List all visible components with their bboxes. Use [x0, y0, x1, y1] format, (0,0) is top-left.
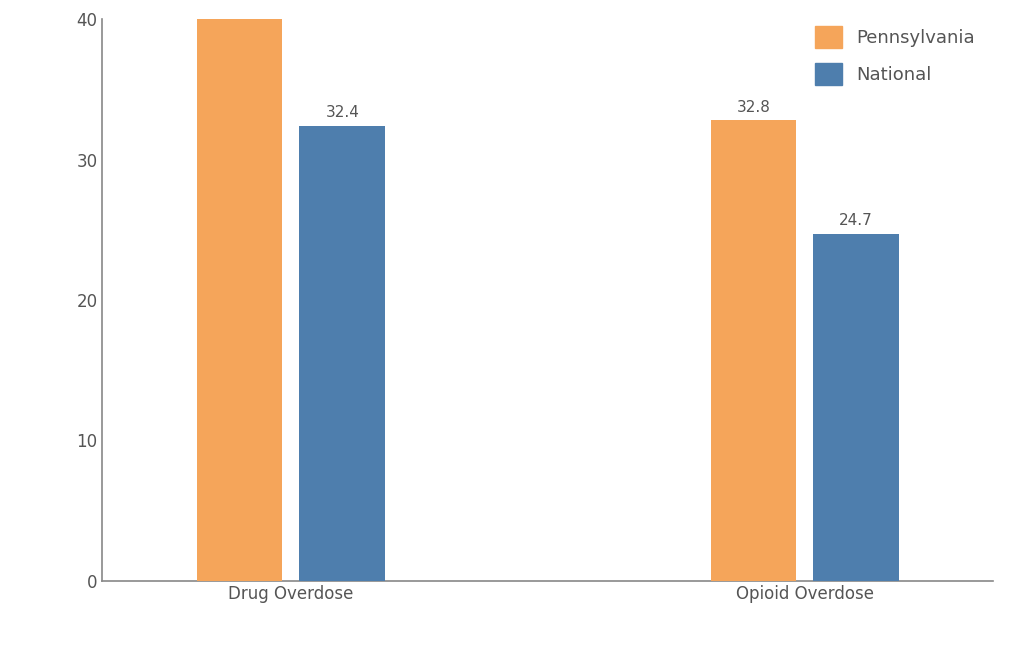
Legend: Pennsylvania, National: Pennsylvania, National	[806, 17, 984, 94]
Text: 32.4: 32.4	[326, 105, 359, 121]
Text: 24.7: 24.7	[840, 213, 873, 228]
Bar	[711, 121, 797, 580]
Bar	[813, 234, 899, 580]
Bar	[299, 126, 385, 580]
Text: 32.8: 32.8	[736, 100, 770, 115]
Bar	[197, 0, 283, 580]
